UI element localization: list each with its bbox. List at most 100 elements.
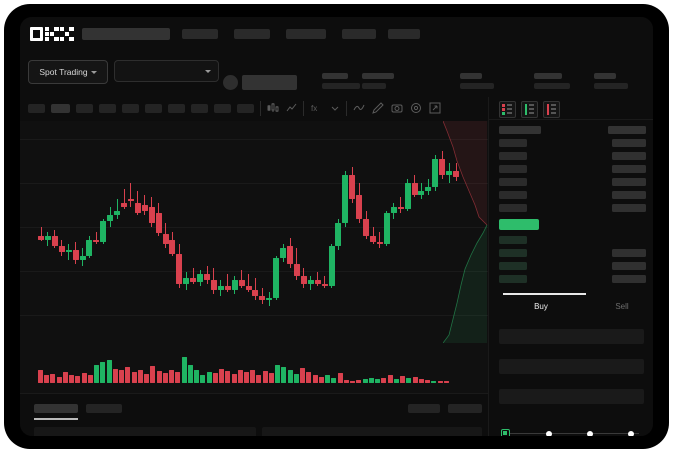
volume-bar: [375, 379, 381, 383]
stat-24h-low-value: [534, 83, 570, 89]
stat-24h-volume: [594, 73, 634, 92]
nav-item-3[interactable]: [286, 29, 326, 39]
orderbook-ask-price[interactable]: [499, 165, 527, 173]
slider-handle[interactable]: [501, 429, 510, 436]
orderbook-bid-price[interactable]: [499, 262, 527, 270]
candle: [383, 121, 390, 336]
trading-pair-selector[interactable]: [114, 60, 219, 82]
orderbook-ask-price[interactable]: [499, 204, 527, 212]
pencil-icon[interactable]: [372, 102, 384, 114]
timeframe-4[interactable]: [99, 104, 116, 113]
candlestick-chart-icon[interactable]: [267, 102, 279, 114]
candle-body: [314, 279, 321, 284]
timeframe-2[interactable]: [51, 104, 70, 113]
top-navigation-bar: [20, 17, 653, 51]
slider-step-25[interactable]: [546, 430, 552, 436]
orderbook-ask-price[interactable]: [499, 191, 527, 199]
timeframe-10[interactable]: [237, 104, 254, 113]
orderbook-view-bids-icon[interactable]: [521, 101, 538, 118]
amount-slider[interactable]: [501, 429, 643, 436]
orderbook-ask-amount[interactable]: [612, 178, 646, 186]
candle-wick: [254, 277, 256, 300]
candle-wick: [324, 275, 326, 288]
orderbook-ask-amount[interactable]: [612, 139, 646, 147]
orderbook-divider: [489, 119, 653, 120]
nav-item-4[interactable]: [342, 29, 376, 39]
orderbook-view-asks-icon[interactable]: [543, 101, 560, 118]
slider-step-50[interactable]: [587, 430, 593, 436]
orderbook-bid-price[interactable]: [499, 275, 527, 283]
candle-body: [370, 235, 377, 242]
trading-mode-selector[interactable]: Spot Trading: [28, 60, 108, 84]
candle-wick: [420, 183, 422, 200]
orderbook-bid-amount[interactable]: [612, 275, 646, 283]
orders-row-right[interactable]: [262, 427, 482, 436]
orders-action-2[interactable]: [448, 404, 482, 413]
timeframe-1[interactable]: [28, 104, 45, 113]
orderbook-bid-price[interactable]: [499, 249, 527, 257]
order-price-field[interactable]: [499, 329, 644, 344]
stat-24h-volume-value: [594, 83, 628, 89]
candle-body: [121, 203, 128, 208]
line-chart-icon[interactable]: [286, 102, 298, 114]
volume-bar: [125, 367, 131, 383]
orderbook-bid-price[interactable]: [499, 236, 527, 244]
volume-bar: [400, 376, 406, 383]
candle: [259, 121, 266, 336]
candle-body: [266, 297, 273, 300]
chart-gridline: [20, 139, 488, 140]
nav-item-1[interactable]: [182, 29, 218, 39]
candle-wick: [137, 191, 139, 216]
candle-body: [335, 223, 342, 246]
price-chart[interactable]: [20, 121, 488, 393]
tab-open-orders[interactable]: [34, 404, 78, 413]
camera-icon[interactable]: [391, 102, 403, 114]
orderbook-view-both-icon[interactable]: [499, 101, 516, 118]
timeframe-7[interactable]: [168, 104, 185, 113]
stat-24h-volume-label: [594, 73, 616, 79]
tab-buy[interactable]: Buy: [534, 302, 548, 311]
nav-item-2[interactable]: [234, 29, 270, 39]
candle-body: [363, 219, 370, 236]
candle-body: [418, 191, 425, 196]
candle-body: [238, 279, 245, 286]
orderbook-ask-amount[interactable]: [612, 204, 646, 212]
timeframe-5[interactable]: [122, 104, 139, 113]
orderbook-bid-amount[interactable]: [612, 262, 646, 270]
chevron-down-icon[interactable]: [329, 102, 341, 114]
timeframe-9[interactable]: [214, 104, 231, 113]
orderbook-ask-price[interactable]: [499, 152, 527, 160]
indicator-icon[interactable]: fx: [310, 102, 322, 114]
orderbook-ask-amount[interactable]: [612, 165, 646, 173]
candle-body: [328, 245, 335, 286]
orderbook-ask-price[interactable]: [499, 139, 527, 147]
settings-gear-icon[interactable]: [410, 102, 422, 114]
slider-step-75[interactable]: [628, 430, 634, 436]
timeframe-6[interactable]: [145, 104, 162, 113]
orders-row-left[interactable]: [34, 427, 256, 436]
orders-action-1[interactable]: [408, 404, 440, 413]
nav-item-5[interactable]: [388, 29, 420, 39]
candle-body: [293, 263, 300, 276]
volume-bar: [156, 371, 162, 383]
volume-bar: [87, 375, 93, 383]
candlestick-series: [20, 121, 488, 336]
timeframe-3[interactable]: [76, 104, 93, 113]
candle: [155, 121, 162, 336]
candle-body: [107, 215, 114, 222]
candle: [183, 121, 190, 336]
tab-sell[interactable]: Sell: [615, 302, 629, 311]
order-total-field[interactable]: [499, 389, 644, 404]
orderbook-ask-price[interactable]: [499, 178, 527, 186]
tab-order-history[interactable]: [86, 404, 122, 413]
orderbook-bid-amount[interactable]: [612, 249, 646, 257]
candle: [335, 121, 342, 336]
volume-bar: [62, 372, 68, 383]
order-amount-field[interactable]: [499, 359, 644, 374]
fullscreen-icon[interactable]: [429, 102, 441, 114]
okx-logo[interactable]: [30, 27, 74, 41]
trendline-icon[interactable]: [353, 102, 365, 114]
orderbook-ask-amount[interactable]: [612, 191, 646, 199]
orderbook-ask-amount[interactable]: [612, 152, 646, 160]
timeframe-8[interactable]: [191, 104, 208, 113]
